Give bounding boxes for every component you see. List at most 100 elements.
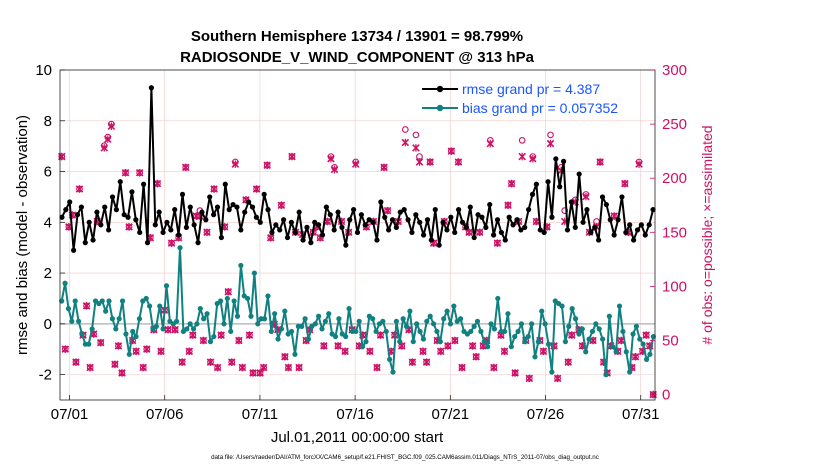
bias-point	[248, 313, 254, 319]
bias-point	[627, 369, 633, 375]
rmse-point	[164, 219, 170, 225]
bias-point	[451, 303, 457, 309]
obs-assimilated-point	[224, 288, 232, 296]
obs-assimilated-point	[284, 363, 293, 372]
obs-assimilated-point	[447, 147, 456, 155]
obs-assimilated-point	[486, 139, 495, 148]
rmse-point	[226, 207, 232, 213]
obs-assimilated-point	[259, 363, 268, 372]
rmse-point	[386, 227, 392, 233]
bias-point	[474, 318, 481, 324]
bias-point	[403, 323, 410, 329]
y2-tick-label: 0	[662, 387, 670, 404]
rmse-point	[257, 219, 263, 225]
bias-point	[282, 308, 288, 314]
rmse-point	[296, 209, 302, 215]
obs-assimilated-point	[171, 325, 179, 334]
obs-assimilated-point	[72, 358, 80, 366]
bias-point	[572, 316, 579, 322]
obs-assimilated-point	[475, 228, 484, 237]
bias-point	[113, 326, 119, 332]
rmse-point	[382, 214, 388, 220]
bias-point	[305, 336, 312, 342]
obs-assimilated-point	[454, 158, 463, 166]
obs-assimilated-point	[256, 369, 264, 377]
rmse-point	[362, 222, 368, 228]
bias-point	[363, 339, 369, 345]
chart-subtitle: RADIOSONDE_V_WIND_COMPONENT @ 313 hPa	[180, 49, 535, 66]
bias-point	[447, 321, 454, 327]
obs-assimilated-point	[490, 363, 498, 372]
bias-point	[559, 303, 565, 309]
bias-point	[109, 316, 116, 322]
rmse-point	[374, 237, 380, 243]
obs-assimilated-point	[245, 331, 254, 339]
rmse-point	[78, 204, 84, 210]
bias-point	[471, 323, 477, 329]
rmse-point	[537, 227, 543, 233]
bias-point	[373, 328, 379, 335]
obs-assimilated-point	[210, 185, 218, 193]
obs-assimilated-point	[153, 179, 162, 188]
rmse-point	[284, 234, 291, 241]
rmse-point	[463, 224, 469, 230]
rmse-point	[148, 85, 154, 91]
bias-point	[174, 318, 180, 324]
obs-possible-point	[518, 136, 526, 144]
obs-assimilated-point	[451, 336, 459, 345]
bias-point	[589, 328, 596, 335]
rmse-point	[533, 181, 539, 187]
rmse-point	[634, 227, 641, 233]
bias-point	[410, 339, 416, 345]
legend-bias-label: bias grand pr = 0.057352	[462, 100, 618, 116]
chart-title: Southern Hemisphere 13734 / 13901 = 98.7…	[191, 28, 523, 45]
bias-point	[495, 295, 501, 302]
obs-assimilated-point	[235, 336, 243, 345]
obs-assimilated-point	[281, 352, 289, 361]
rmse-point	[168, 227, 174, 233]
rmse-point	[549, 214, 555, 220]
bias-point	[292, 351, 298, 357]
bias-point	[228, 328, 234, 335]
y2-tick-label: 50	[662, 332, 679, 349]
bias-point	[62, 280, 68, 286]
rmse-point	[106, 227, 112, 233]
bias-point	[187, 321, 193, 327]
bias-point	[387, 356, 393, 362]
rmse-point	[557, 184, 563, 190]
bias-point	[569, 306, 575, 312]
rmse-point	[475, 212, 481, 218]
bias-point	[184, 326, 190, 332]
rmse-point	[308, 240, 314, 246]
bias-point	[593, 321, 599, 327]
rmse-point	[113, 207, 119, 213]
bias-point	[143, 295, 149, 302]
rmse-point	[487, 201, 493, 208]
rmse-point	[102, 204, 108, 210]
bias-point	[488, 321, 494, 327]
obs-assimilated-point	[468, 342, 477, 350]
rmse-point	[273, 222, 279, 228]
rmse-point	[98, 222, 104, 228]
bias-point	[160, 326, 166, 332]
rmse-point	[327, 212, 333, 218]
rmse-point	[246, 199, 252, 205]
obs-assimilated-point	[118, 369, 126, 377]
obs-assimilated-point	[125, 223, 133, 231]
bias-point	[566, 323, 572, 329]
obs-assimilated-point	[408, 358, 417, 366]
rmse-point	[109, 194, 116, 200]
rmse-point	[152, 222, 158, 228]
rmse-point	[292, 229, 298, 236]
x-axis-label: Jul.01,2011 00:00:00 start	[271, 429, 444, 446]
obs-assimilated-point	[213, 363, 222, 372]
rmse-point	[63, 207, 69, 213]
bias-point	[630, 331, 636, 337]
obs-assimilated-point	[238, 363, 247, 372]
x-tick-label: 07/11	[242, 406, 278, 423]
bias-point	[251, 270, 257, 276]
bias-point	[468, 328, 474, 335]
obs-assimilated-point	[327, 154, 335, 163]
plot-frame	[59, 69, 656, 401]
y-tick-label: 8	[44, 113, 52, 130]
